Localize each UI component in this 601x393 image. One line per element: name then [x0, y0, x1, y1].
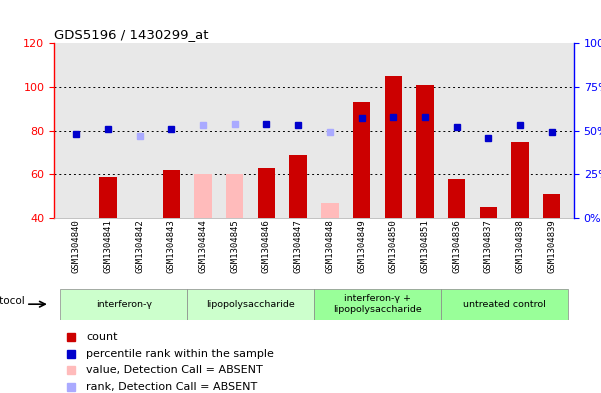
Text: GSM1304848: GSM1304848	[325, 219, 334, 273]
Bar	[188, 289, 314, 320]
Text: untreated control: untreated control	[463, 300, 546, 309]
Bar	[99, 176, 117, 218]
Text: rank, Detection Call = ABSENT: rank, Detection Call = ABSENT	[87, 382, 258, 393]
Bar	[511, 141, 529, 218]
Bar	[385, 76, 402, 218]
Text: lipopolysaccharide: lipopolysaccharide	[206, 300, 295, 309]
Bar	[314, 289, 441, 320]
Bar	[61, 289, 188, 320]
Text: GSM1304844: GSM1304844	[198, 219, 207, 273]
Text: GSM1304847: GSM1304847	[294, 219, 303, 273]
Text: GSM1304837: GSM1304837	[484, 219, 493, 273]
Text: percentile rank within the sample: percentile rank within the sample	[87, 349, 274, 359]
Text: GSM1304851: GSM1304851	[421, 219, 430, 273]
Text: GSM1304842: GSM1304842	[135, 219, 144, 273]
Text: GDS5196 / 1430299_at: GDS5196 / 1430299_at	[54, 28, 209, 40]
Text: GSM1304849: GSM1304849	[357, 219, 366, 273]
Bar	[441, 289, 567, 320]
Bar	[480, 207, 497, 218]
Text: GSM1304841: GSM1304841	[103, 219, 112, 273]
Bar	[290, 155, 307, 218]
Text: GSM1304840: GSM1304840	[72, 219, 81, 273]
Text: GSM1304850: GSM1304850	[389, 219, 398, 273]
Text: interferon-γ +
lipopolysaccharide: interferon-γ + lipopolysaccharide	[333, 294, 422, 314]
Text: GSM1304843: GSM1304843	[167, 219, 176, 273]
Bar	[416, 85, 434, 218]
Text: GSM1304838: GSM1304838	[516, 219, 525, 273]
Bar	[226, 174, 243, 218]
Text: GSM1304846: GSM1304846	[262, 219, 271, 273]
Bar	[321, 203, 338, 218]
Text: GSM1304845: GSM1304845	[230, 219, 239, 273]
Bar	[543, 194, 561, 218]
Bar	[448, 179, 465, 218]
Text: count: count	[87, 332, 118, 342]
Text: protocol: protocol	[0, 296, 24, 306]
Bar	[163, 170, 180, 218]
Bar	[353, 102, 370, 218]
Text: interferon-γ: interferon-γ	[96, 300, 152, 309]
Bar	[194, 174, 212, 218]
Text: GSM1304836: GSM1304836	[452, 219, 461, 273]
Text: GSM1304839: GSM1304839	[548, 219, 557, 273]
Text: value, Detection Call = ABSENT: value, Detection Call = ABSENT	[87, 365, 263, 375]
Bar	[258, 168, 275, 218]
